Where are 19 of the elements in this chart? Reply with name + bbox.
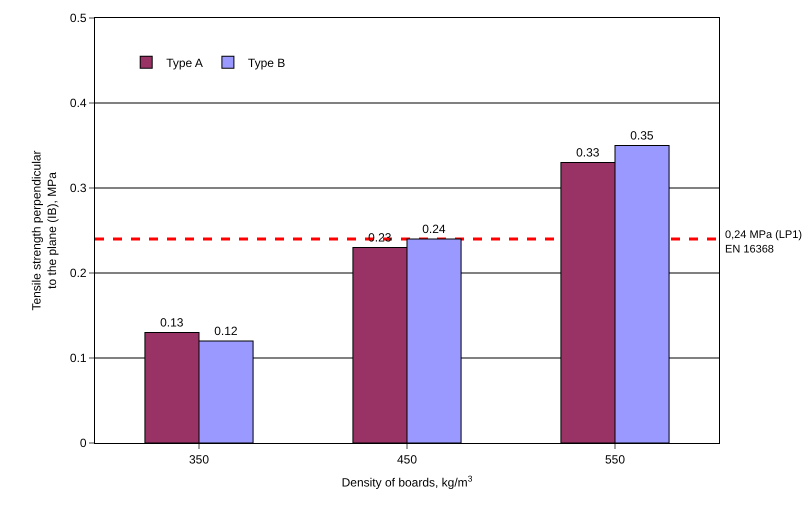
data-label: 0.24 (422, 222, 446, 236)
x-tick-label: 550 (604, 452, 626, 466)
ref-line-label: 0,24 MPa (LP1) EN 16368 (725, 229, 802, 256)
y-tick-label: 0 (80, 436, 87, 450)
x-tick-label: 350 (188, 452, 210, 466)
data-label: 0.33 (576, 146, 600, 160)
data-label: 0.12 (214, 324, 238, 338)
y-tick-label: 0.5 (70, 11, 87, 26)
y-tick-label: 0.1 (70, 351, 87, 366)
x-tick-label: 450 (396, 452, 418, 466)
x-axis-title: Density of boards, kg/m$^{3}$ (342, 473, 473, 490)
legend-label: Type B (248, 56, 286, 70)
data-label: 0.35 (630, 128, 654, 142)
legend-label: Type A (166, 56, 203, 70)
data-label: 0.13 (160, 316, 184, 330)
y-axis-title: Tensile strength perpendicular to the plane (IB), MPa (30, 150, 60, 311)
y-tick-label: 0.2 (70, 266, 87, 280)
y-tick-label: 0.4 (70, 96, 87, 110)
y-tick-label: 0.3 (70, 181, 87, 196)
